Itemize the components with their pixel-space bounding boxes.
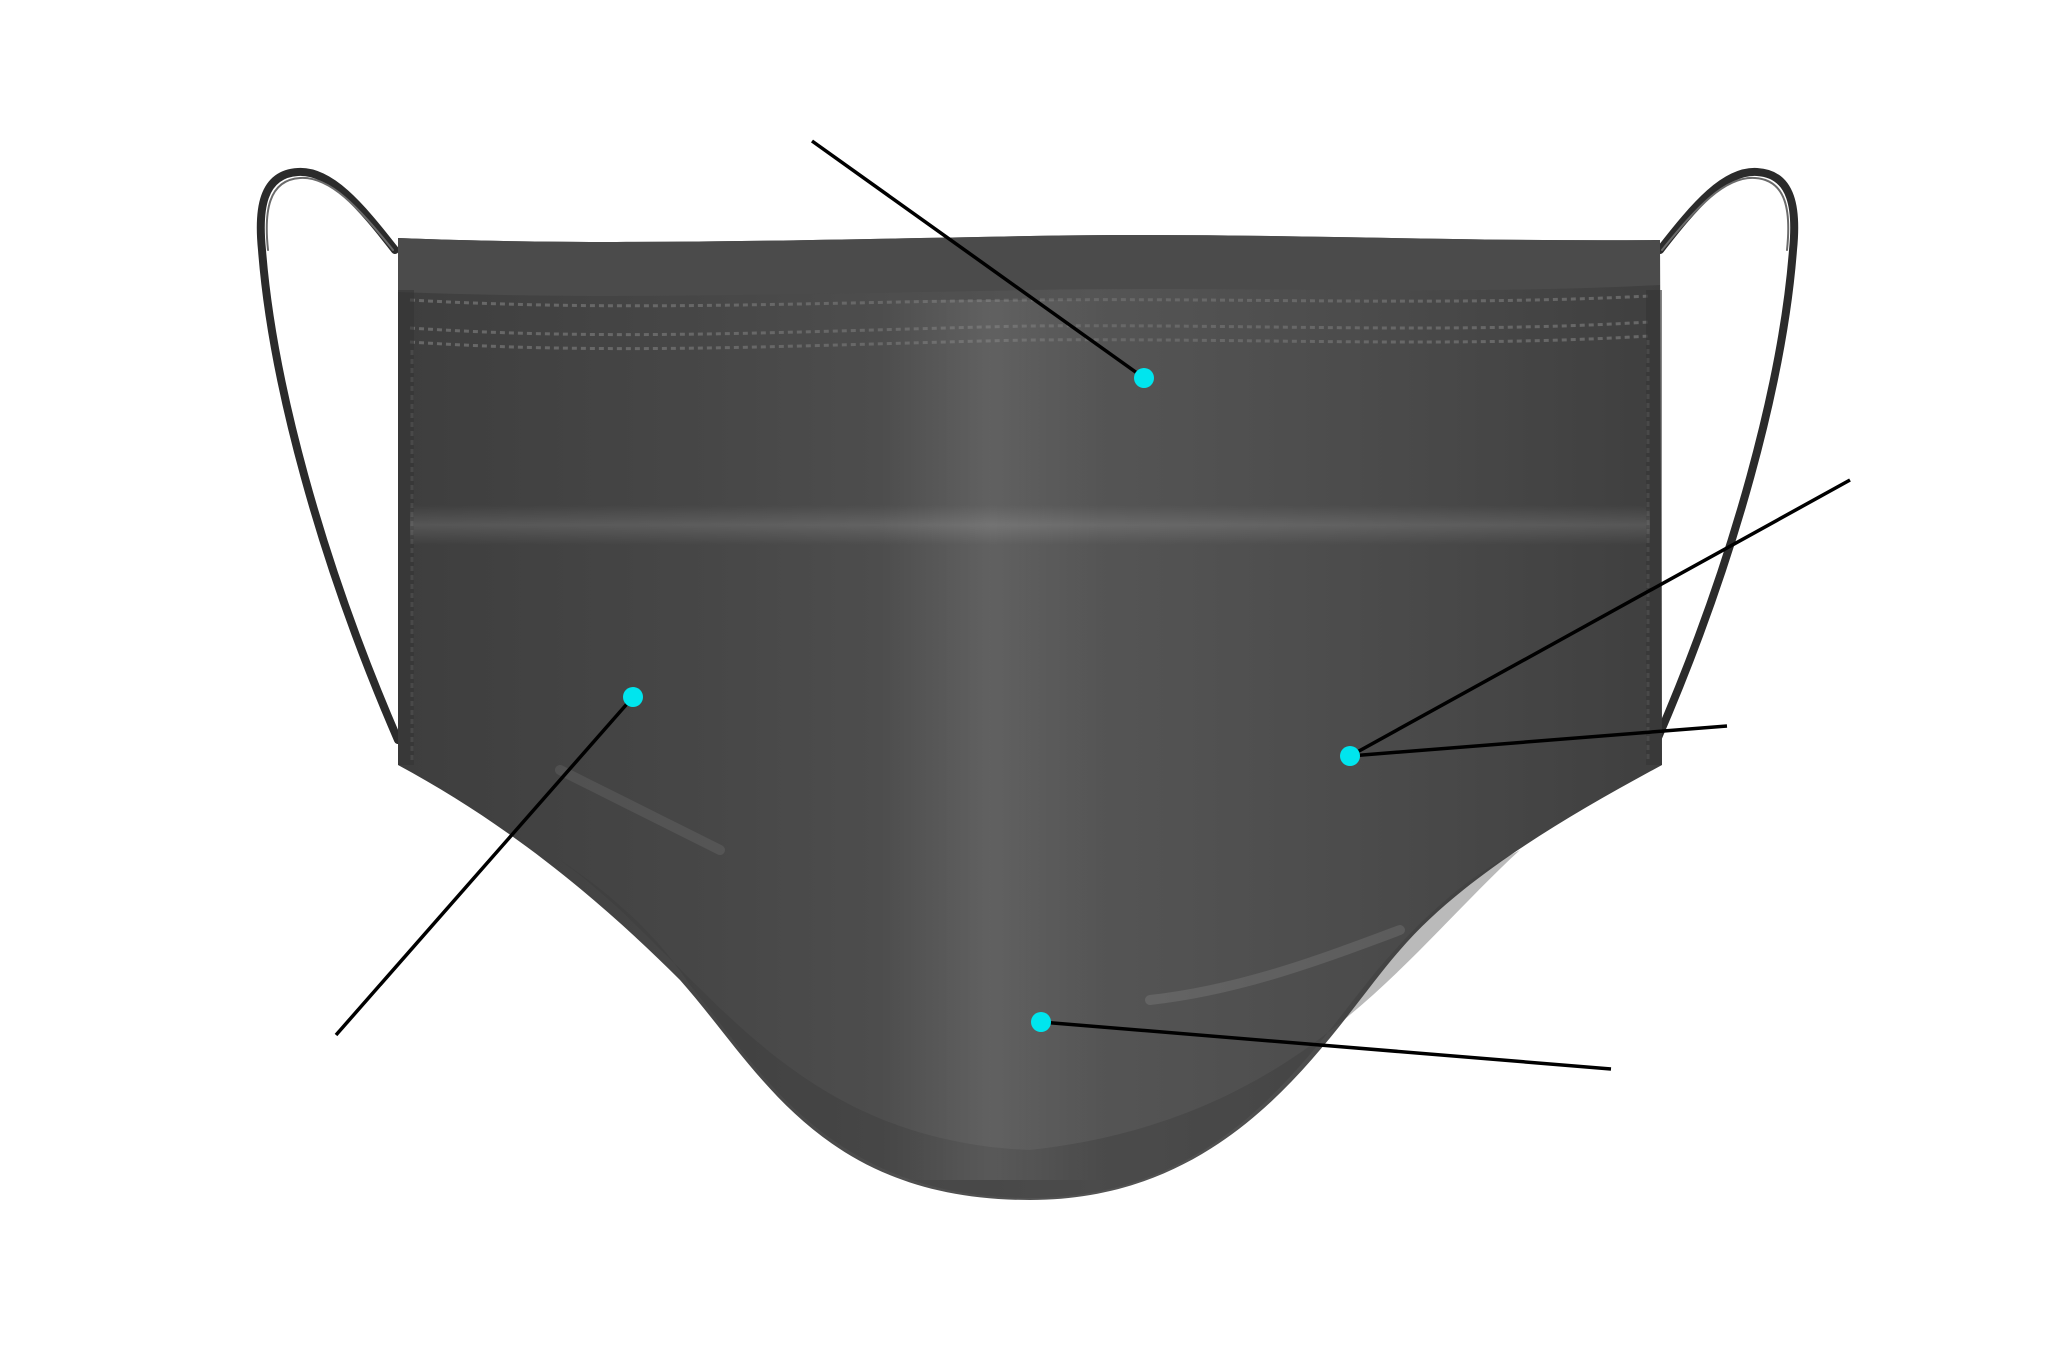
ear-loop-leader-line [1349, 478, 1851, 758]
right-ear-loop [1653, 167, 1799, 744]
nose-wire-marker[interactable] [1134, 368, 1154, 388]
chin-pleat-callout[interactable] [1031, 1012, 1612, 1071]
left-ear-loop [256, 167, 402, 744]
callout-layer [334, 139, 1851, 1071]
side-seam-callout[interactable] [1340, 724, 1728, 766]
chin-shade [560, 850, 1520, 1198]
chin-pleat-marker[interactable] [1031, 1012, 1051, 1032]
side-seam-leader-line [1349, 724, 1728, 758]
side-seam-marker[interactable] [1340, 746, 1360, 766]
pleat-fold-3 [555, 765, 725, 855]
mask-body [398, 235, 1662, 1201]
ear-loop-callout[interactable] [1349, 478, 1851, 758]
outer-layer-leader-line [334, 695, 635, 1037]
ear-loops [256, 167, 1799, 744]
outer-layer-marker[interactable] [623, 687, 643, 707]
left-side-seam [398, 290, 414, 765]
pleat-fold-2 [1145, 925, 1405, 1005]
right-side-seam [1646, 290, 1662, 765]
pleat-fold-1 [410, 505, 1650, 545]
outer-layer-callout[interactable] [334, 687, 643, 1037]
left-ear-loop-highlight [265, 176, 394, 251]
nose-wire-callout[interactable] [810, 139, 1154, 388]
right-ear-loop-highlight [1661, 176, 1790, 251]
center-sheen [880, 300, 1100, 1180]
nose-wire-leader-line [810, 139, 1146, 380]
chin-pleat-leader-line [1040, 1020, 1612, 1071]
top-binding [398, 235, 1660, 296]
